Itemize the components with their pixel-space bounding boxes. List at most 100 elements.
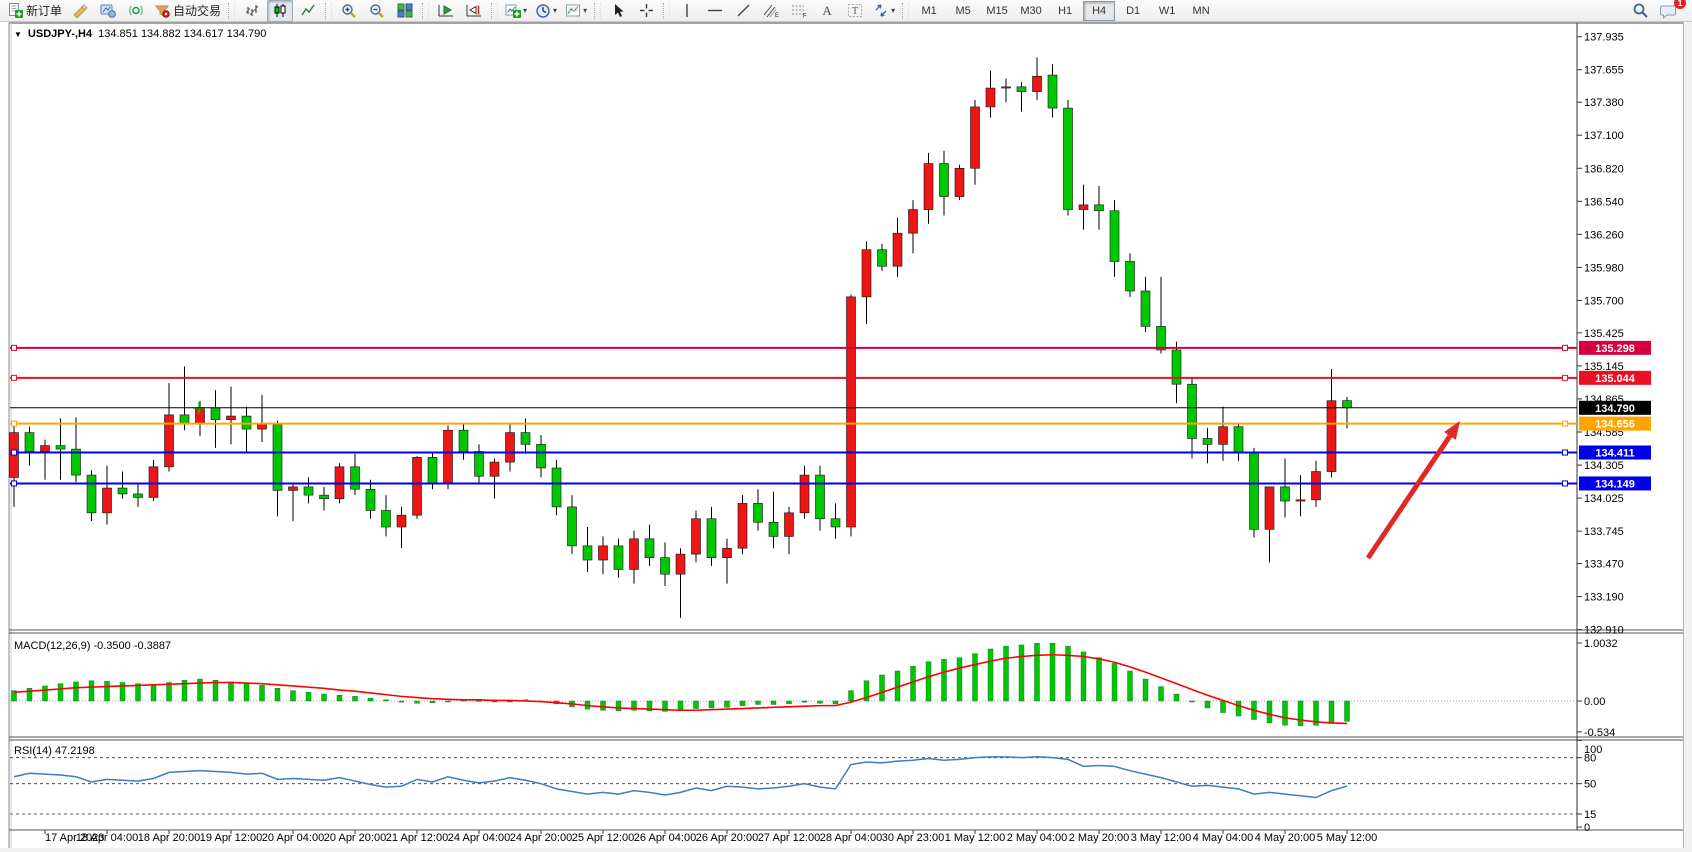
price-tick-label: 132.910	[1584, 625, 1624, 637]
text-label-tool-button[interactable]: T	[842, 0, 868, 22]
search-button[interactable]	[1627, 0, 1653, 22]
candle-body	[350, 466, 360, 490]
cursor-button[interactable]	[605, 0, 631, 22]
crayon-tool-button[interactable]	[67, 0, 93, 22]
candle-body	[179, 414, 190, 424]
candle-body	[1249, 452, 1259, 530]
chart-canvas[interactable]: 137.935 137.655 137.380 137.100 136.820 136.5…	[0, 22, 1692, 852]
tile-windows-button[interactable]	[392, 0, 418, 22]
timeframe-button-m5[interactable]: M5	[955, 4, 971, 17]
horizontal-line-icon	[707, 4, 723, 17]
periods-dropdown-caret[interactable]: ▾	[553, 6, 558, 15]
horizontal-line-objects[interactable]	[10, 344, 1577, 487]
time-tick-label: 30 Apr 23:00	[882, 832, 944, 844]
chart-shift-button[interactable]	[461, 0, 487, 22]
crosshair-icon	[639, 3, 654, 18]
macd-signal-line	[13, 653, 1348, 725]
auto-scroll-button[interactable]	[433, 0, 459, 22]
trend-arrow-annotation[interactable]	[1365, 421, 1460, 560]
macd-histogram-bar	[770, 700, 777, 705]
macd-histogram-bar	[398, 700, 405, 703]
timeframe-button-m30[interactable]: M30	[1020, 4, 1042, 17]
macd-tick-label: 0.00	[1584, 696, 1605, 708]
autotrading-button[interactable]: 自动交易	[151, 0, 224, 22]
fibonacci-tool-button[interactable]: F	[786, 0, 812, 22]
candle-body	[892, 232, 903, 267]
price-tick-label: 136.260	[1584, 229, 1624, 241]
candle-body	[1311, 471, 1321, 501]
new-order-button[interactable]: 新订单	[5, 0, 65, 22]
macd-histogram-bar	[290, 690, 296, 702]
macd-histogram-bar	[1049, 643, 1056, 702]
equidistant-channel-tool-button[interactable]: E	[758, 0, 784, 22]
timeframe-button-d1[interactable]: D1	[1126, 4, 1141, 17]
window-right-edge	[1683, 22, 1692, 852]
horizontal-line-tool-button[interactable]	[702, 0, 728, 22]
macd-histogram-bar	[1142, 678, 1149, 702]
svg-text:134.656: 134.656	[1595, 419, 1635, 431]
candle-body	[71, 448, 81, 476]
candle-body	[1280, 486, 1290, 502]
hline-anchor	[11, 344, 17, 351]
bar-chart-button[interactable]	[239, 0, 265, 22]
candlestick-chart-button[interactable]	[267, 0, 294, 22]
text-tool-button[interactable]: A	[814, 0, 840, 22]
timeframe-button-m1[interactable]: M1	[921, 4, 937, 17]
chat-button[interactable]: 1	[1655, 0, 1686, 22]
toolbar-separator	[663, 2, 671, 19]
line-chart-button[interactable]	[295, 0, 321, 22]
timeframe-button-mn[interactable]: MN	[1192, 4, 1210, 17]
candle-body	[613, 545, 624, 570]
periods-button[interactable]: ▾	[532, 0, 560, 22]
time-tick-label: 17 Apr 2023	[45, 832, 104, 844]
timeframe-button-w1[interactable]: W1	[1158, 4, 1176, 17]
macd-histogram-bar	[1003, 645, 1009, 702]
timeframe-button-h4[interactable]: H4	[1083, 0, 1116, 21]
templates-button[interactable]: ▾	[562, 0, 590, 22]
candle-body	[1233, 426, 1244, 453]
hline-anchor	[11, 420, 17, 427]
candle-body	[489, 461, 500, 477]
candle-body	[520, 432, 531, 445]
zoom-out-button[interactable]	[364, 0, 390, 22]
trendline-tool-button[interactable]	[730, 0, 756, 22]
hline-anchor	[11, 374, 17, 381]
macd-histogram-bar	[1313, 700, 1319, 726]
candle-body	[768, 521, 779, 537]
main-toolbar: 新订单 自动交易	[0, 0, 1692, 22]
cursor-icon	[611, 3, 625, 18]
candle-body	[908, 209, 918, 234]
hline-anchor	[1562, 374, 1568, 381]
macd-histogram-bar	[631, 700, 637, 711]
candle-body	[1264, 486, 1275, 530]
macd-histogram-bar	[336, 695, 343, 702]
signal-button[interactable]	[123, 0, 149, 22]
candle-body	[939, 163, 949, 197]
macd-histogram-bar	[321, 693, 327, 702]
timeframe-button-h1[interactable]: H1	[1058, 4, 1073, 17]
macd-histogram-bar	[972, 653, 978, 702]
macd-histogram-bar	[57, 683, 64, 702]
rsi-tick-label: 50	[1584, 779, 1596, 791]
timeframe-button-m15[interactable]: M15	[986, 4, 1008, 17]
crosshair-button[interactable]	[633, 0, 659, 22]
price-tick-label: 136.820	[1584, 163, 1624, 175]
indicators-dropdown-caret[interactable]: ▾	[523, 6, 528, 15]
arrows-tool-button[interactable]: ▾	[870, 0, 898, 22]
time-tick-label: 5 May 12:00	[1317, 832, 1378, 844]
candle-body	[241, 415, 252, 430]
zoom-in-button[interactable]	[336, 0, 362, 22]
profiles-button[interactable]	[95, 0, 121, 22]
candle-body	[598, 545, 608, 561]
macd-histogram-bar	[662, 700, 668, 712]
arrows-dropdown-caret[interactable]: ▾	[891, 6, 896, 15]
indicators-button[interactable]: ▾	[502, 0, 530, 22]
rsi-tick-label: 0	[1584, 822, 1590, 834]
macd-histogram-bar	[135, 683, 141, 702]
indicators-icon	[505, 3, 522, 18]
time-tick-label: 28 Apr 04:00	[820, 832, 882, 844]
vertical-line-tool-button[interactable]	[674, 0, 700, 22]
chart-collapse-icon[interactable]: ▼	[14, 29, 22, 39]
templates-dropdown-caret[interactable]: ▾	[583, 6, 588, 15]
